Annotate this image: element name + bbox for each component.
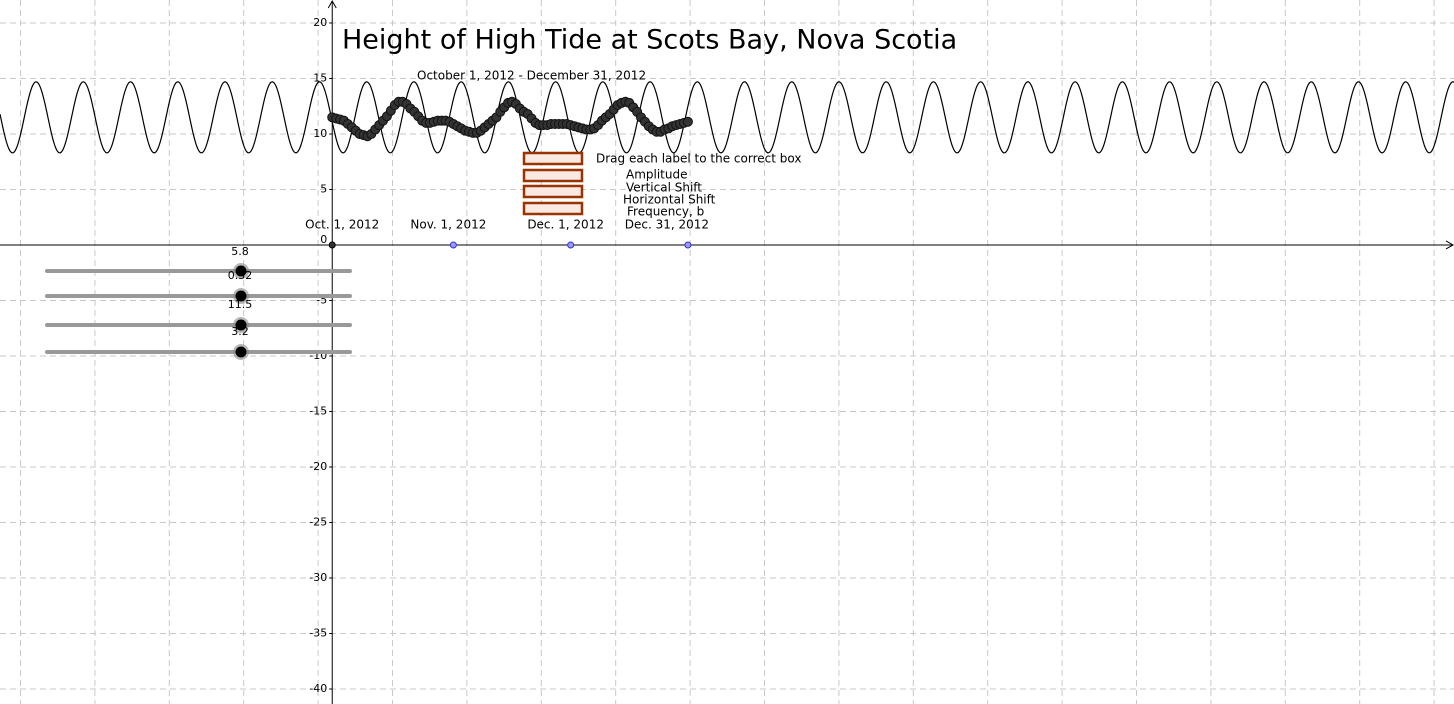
y-tick-label: 20 xyxy=(313,16,327,29)
tide-point xyxy=(682,116,693,127)
date-point[interactable] xyxy=(684,241,692,249)
y-tick-label: 0 xyxy=(320,233,327,246)
drag-label[interactable]: Amplitude xyxy=(626,168,688,182)
x-axis-arrow xyxy=(1445,240,1454,250)
y-tick-label: -15 xyxy=(309,404,327,417)
slider-value: 5.8 xyxy=(231,245,249,258)
y-tick-label: -35 xyxy=(309,627,327,640)
y-tick-label: -20 xyxy=(309,460,327,473)
drop-box[interactable] xyxy=(522,168,584,183)
date-label: Nov. 1, 2012 xyxy=(410,218,486,232)
drag-label[interactable]: Frequency, b xyxy=(627,205,704,219)
subtitle: October 1, 2012 - December 31, 2012 xyxy=(417,69,646,83)
drag-label[interactable]: Vertical Shift xyxy=(626,181,702,195)
date-point[interactable] xyxy=(567,241,575,249)
slider-value: 11.5 xyxy=(228,298,253,311)
drop-box[interactable] xyxy=(522,151,584,166)
date-label: Dec. 31, 2012 xyxy=(625,218,709,232)
date-label: Dec. 1, 2012 xyxy=(527,218,604,232)
title: Height of High Tide at Scots Bay, Nova S… xyxy=(342,25,957,56)
drag-label[interactable]: Horizontal Shift xyxy=(623,193,716,207)
y-tick-label: 10 xyxy=(313,127,327,140)
slider-knob[interactable] xyxy=(235,319,247,331)
y-axis-arrow xyxy=(327,0,337,9)
date-point[interactable] xyxy=(449,241,457,249)
slider-value: 3.2 xyxy=(231,325,249,338)
slider-knob[interactable] xyxy=(235,346,247,358)
instruction: Drag each label to the correct box xyxy=(596,152,801,166)
y-tick-label: -25 xyxy=(309,516,327,529)
y-tick-label: -5 xyxy=(316,293,327,306)
drop-box[interactable] xyxy=(522,184,584,199)
y-tick-label: -40 xyxy=(309,682,327,695)
slider-knob[interactable] xyxy=(235,265,247,277)
slider-value: 0.52 xyxy=(228,269,253,282)
y-tick-label: 5 xyxy=(320,182,327,195)
date-point[interactable] xyxy=(328,241,336,249)
drop-box[interactable] xyxy=(522,201,584,216)
slider-knob[interactable] xyxy=(235,290,247,302)
date-label: Oct. 1, 2012 xyxy=(305,218,379,232)
y-tick-label: -30 xyxy=(309,571,327,584)
model-curve xyxy=(0,81,1454,154)
y-tick-label: 15 xyxy=(313,71,327,84)
